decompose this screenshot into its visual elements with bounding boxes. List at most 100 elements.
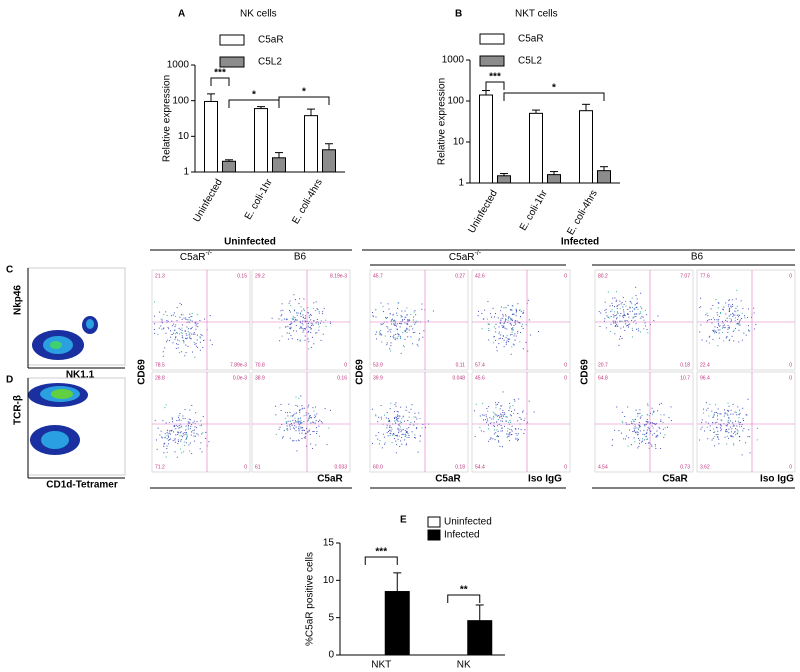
event-dot: [316, 432, 318, 434]
event-dot: [712, 317, 714, 319]
event-dot: [178, 352, 180, 354]
event-dot: [397, 302, 399, 304]
event-dot: [656, 423, 658, 425]
event-dot: [503, 335, 505, 337]
event-dot: [626, 325, 628, 327]
event-dot: [293, 330, 295, 332]
event-dot: [402, 319, 404, 321]
event-dot: [190, 327, 192, 329]
event-dot: [722, 322, 724, 324]
axis-label: CD69: [355, 359, 366, 385]
event-dot: [381, 324, 383, 326]
event-dot: [485, 414, 487, 416]
event-dot: [384, 335, 386, 337]
event-dot: [407, 323, 409, 325]
event-dot: [503, 415, 505, 417]
event-dot: [398, 424, 400, 426]
event-dot: [490, 437, 492, 439]
event-dot: [706, 426, 708, 428]
event-dot: [414, 331, 416, 333]
event-dot: [321, 422, 323, 424]
bar: [384, 591, 410, 656]
event-dot: [417, 345, 419, 347]
event-dot: [407, 433, 409, 435]
event-dot: [716, 312, 718, 314]
event-dot: [196, 323, 198, 325]
event-dot: [404, 420, 406, 422]
event-dot: [511, 327, 513, 329]
event-dot: [312, 422, 314, 424]
event-dot: [313, 302, 315, 304]
event-dot: [512, 305, 514, 307]
event-dot: [515, 309, 517, 311]
event-dot: [193, 420, 195, 422]
event-dot: [753, 312, 755, 314]
event-dot: [502, 414, 504, 416]
event-dot: [422, 336, 424, 338]
event-dot: [302, 320, 304, 322]
event-dot: [404, 331, 406, 333]
event-dot: [658, 426, 660, 428]
event-dot: [515, 323, 517, 325]
event-dot: [287, 415, 289, 417]
event-dot: [394, 434, 396, 436]
gating-plot: Nkp46 NK1.1: [13, 267, 126, 381]
event-dot: [406, 430, 408, 432]
event-dot: [296, 314, 298, 316]
event-dot: [612, 320, 614, 322]
event-dot: [638, 445, 640, 447]
event-dot: [329, 409, 331, 411]
event-dot: [381, 334, 383, 336]
event-dot: [292, 319, 294, 321]
event-dot: [388, 426, 390, 428]
event-dot: [502, 326, 504, 328]
event-dot: [296, 450, 298, 452]
quadrant-value: 0.18: [680, 362, 690, 368]
event-dot: [179, 302, 181, 304]
event-dot: [396, 435, 398, 437]
event-dot: [165, 422, 167, 424]
event-dot: [308, 430, 310, 432]
event-dot: [738, 417, 740, 419]
event-dot: [163, 327, 165, 329]
event-dot: [170, 315, 172, 317]
event-dot: [297, 339, 299, 341]
event-dot: [400, 314, 402, 316]
x-tick-label: E. coli-4hrs: [290, 177, 325, 226]
event-dot: [646, 414, 648, 416]
event-dot: [416, 343, 418, 345]
event-dot: [720, 430, 722, 432]
event-dot: [635, 409, 637, 411]
event-dot: [178, 420, 180, 422]
event-dot: [398, 333, 400, 335]
event-dot: [285, 421, 287, 423]
event-dot: [616, 311, 618, 313]
event-dot: [503, 325, 505, 327]
event-dot: [745, 334, 747, 336]
quadrant-value: 0.16: [337, 375, 347, 381]
event-dot: [154, 332, 156, 334]
event-dot: [497, 317, 499, 319]
event-dot: [642, 316, 644, 318]
event-dot: [518, 321, 520, 323]
event-dot: [625, 435, 627, 437]
event-dot: [507, 338, 509, 340]
event-dot: [311, 447, 313, 449]
event-dot: [510, 434, 512, 436]
event-dot: [522, 312, 524, 314]
event-dot: [176, 332, 178, 334]
panel-letter: D: [6, 375, 13, 386]
event-dot: [397, 428, 399, 430]
event-dot: [306, 312, 308, 314]
event-dot: [506, 433, 508, 435]
event-dot: [511, 319, 513, 321]
event-dot: [382, 323, 384, 325]
event-dot: [619, 335, 621, 337]
event-dot: [299, 411, 301, 413]
event-dot: [315, 427, 317, 429]
event-dot: [209, 315, 211, 317]
event-dot: [191, 404, 193, 406]
event-dot: [164, 442, 166, 444]
event-dot: [302, 324, 304, 326]
